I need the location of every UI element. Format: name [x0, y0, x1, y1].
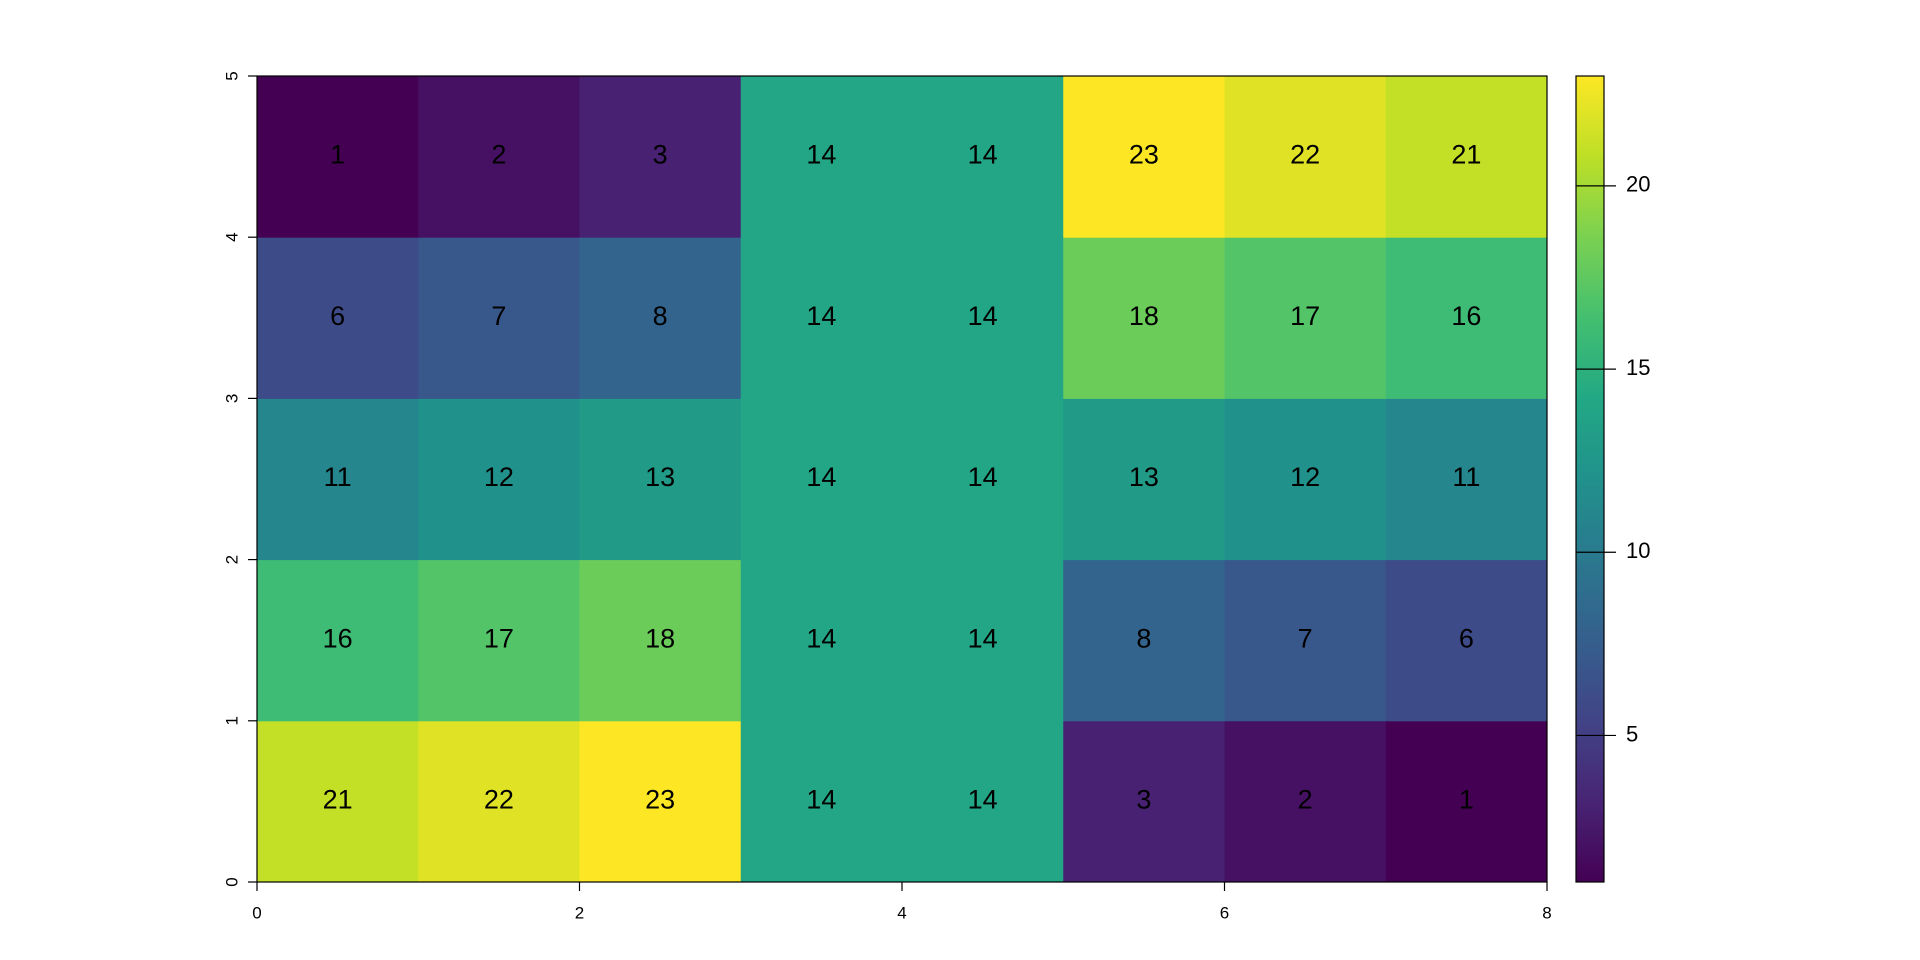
cell-label: 11 — [1452, 462, 1480, 492]
cell — [1224, 237, 1387, 399]
y-tick-label: 5 — [222, 71, 241, 80]
cell — [740, 76, 903, 238]
cell — [740, 237, 903, 399]
y-tick-label: 1 — [222, 716, 241, 725]
cell-label: 18 — [1129, 301, 1159, 331]
cell — [418, 398, 580, 561]
cell-label: 22 — [1290, 140, 1320, 170]
cell — [902, 398, 1064, 561]
cell-label: 17 — [484, 623, 514, 653]
cell — [740, 398, 903, 561]
cell-label: 8 — [1136, 623, 1151, 653]
cell-label: 3 — [1136, 785, 1151, 815]
cell-label: 13 — [1129, 462, 1159, 492]
colorbar-tick-label: 20 — [1626, 172, 1650, 197]
cell — [579, 76, 742, 238]
cell — [1385, 720, 1548, 883]
cell — [1385, 398, 1548, 561]
cell-label: 2 — [491, 140, 506, 170]
cell — [740, 720, 903, 883]
cell — [740, 559, 903, 722]
cell-label: 14 — [968, 785, 998, 815]
cell-label: 14 — [968, 301, 998, 331]
cell — [1063, 237, 1225, 399]
cell-label: 2 — [1298, 785, 1313, 815]
cell-label: 11 — [324, 462, 352, 492]
cell-label: 1 — [1459, 785, 1474, 815]
cell — [579, 720, 742, 883]
cell-label: 21 — [323, 785, 353, 815]
cell-label: 14 — [806, 140, 836, 170]
cell-label: 14 — [806, 462, 836, 492]
cell-label: 16 — [323, 623, 353, 653]
cell-label: 13 — [645, 462, 675, 492]
cell — [579, 398, 742, 561]
cell — [1063, 398, 1225, 561]
x-tick-label: 0 — [252, 903, 261, 922]
cell-label: 22 — [484, 785, 514, 815]
cell-label: 8 — [653, 301, 668, 331]
cell-label: 14 — [968, 623, 998, 653]
cell — [257, 559, 419, 722]
cell — [902, 237, 1064, 399]
cell — [418, 559, 580, 722]
cell — [1224, 559, 1387, 722]
colorbar — [1575, 75, 1605, 883]
cell — [257, 720, 419, 883]
cell-label: 6 — [330, 301, 345, 331]
cell — [418, 720, 580, 883]
cell — [1063, 76, 1225, 238]
x-tick-label: 4 — [897, 903, 906, 922]
cell — [902, 76, 1064, 238]
cell-label: 3 — [653, 140, 668, 170]
x-tick-label: 6 — [1220, 903, 1229, 922]
cell — [1063, 559, 1225, 722]
cell-label: 14 — [968, 140, 998, 170]
cell — [418, 76, 580, 238]
y-tick-label: 2 — [222, 555, 241, 564]
cell — [1385, 76, 1548, 238]
cell-label: 23 — [1129, 140, 1159, 170]
colorbar-tick-label: 5 — [1626, 721, 1638, 746]
cell-label: 18 — [645, 623, 675, 653]
cell-label: 7 — [1298, 623, 1313, 653]
cell-label: 14 — [806, 301, 836, 331]
y-tick-label: 3 — [222, 394, 241, 403]
cell-label: 14 — [806, 785, 836, 815]
colorbar-tick-label: 10 — [1626, 538, 1650, 563]
y-tick-label: 0 — [222, 877, 241, 886]
cell — [579, 559, 742, 722]
x-tick-label: 2 — [575, 903, 584, 922]
cell — [1385, 237, 1548, 399]
cell-label: 23 — [645, 785, 675, 815]
cell — [257, 398, 419, 561]
cell-label: 6 — [1459, 623, 1474, 653]
cell — [418, 237, 580, 399]
cell — [902, 559, 1064, 722]
cell — [1224, 398, 1387, 561]
cell — [1063, 720, 1225, 883]
cell — [1385, 559, 1548, 722]
cell-label: 12 — [484, 462, 514, 492]
cell-label: 16 — [1451, 301, 1481, 331]
cell-label: 12 — [1290, 462, 1320, 492]
cell-label: 17 — [1290, 301, 1320, 331]
cell — [1224, 720, 1387, 883]
cell — [257, 76, 419, 238]
colorbar-tick-label: 15 — [1626, 355, 1650, 380]
cell — [579, 237, 742, 399]
cell-label: 14 — [806, 623, 836, 653]
cell — [902, 720, 1064, 883]
y-tick-label: 4 — [222, 232, 241, 241]
cell-label: 1 — [330, 140, 345, 170]
cell — [1224, 76, 1387, 238]
x-tick-label: 8 — [1542, 903, 1551, 922]
cell-label: 7 — [491, 301, 506, 331]
cell-label: 21 — [1451, 140, 1481, 170]
cell-label: 14 — [968, 462, 998, 492]
cell — [257, 237, 419, 399]
